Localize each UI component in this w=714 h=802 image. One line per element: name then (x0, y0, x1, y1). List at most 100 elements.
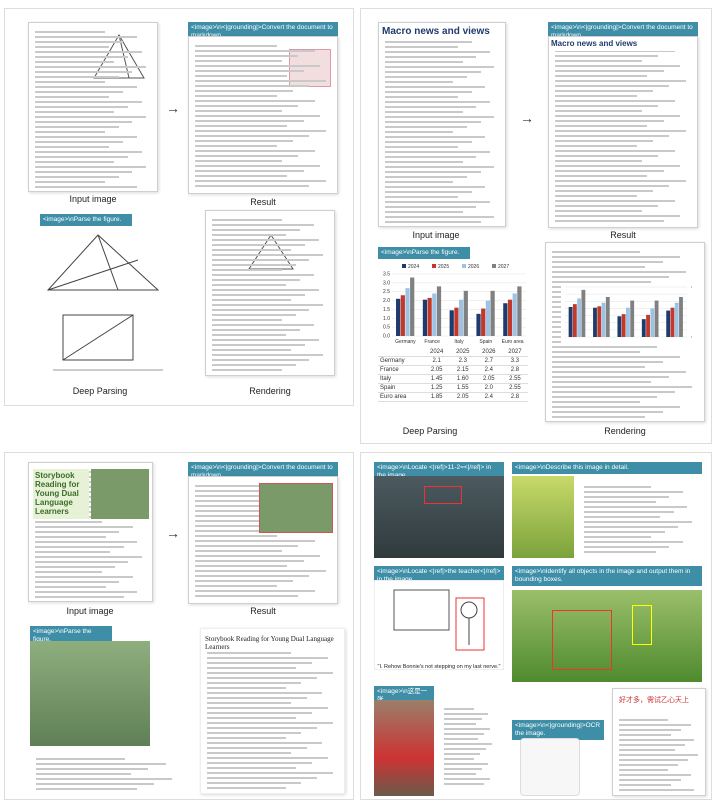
text-line (584, 521, 692, 523)
text-line (195, 485, 277, 487)
text-line (385, 121, 481, 123)
row-label: France (378, 365, 424, 375)
text-line (195, 145, 277, 147)
text-line (444, 733, 484, 735)
rendering-label: Rendering (604, 426, 646, 436)
text-line (195, 160, 283, 162)
text-line (385, 221, 481, 223)
photo (30, 641, 150, 746)
text-line (207, 762, 312, 764)
text-line (35, 111, 114, 113)
arrow: → (166, 525, 180, 541)
text-line (195, 165, 321, 167)
text-line (195, 545, 299, 547)
text-line (212, 334, 287, 336)
text-line (195, 585, 277, 587)
text-line (619, 779, 682, 781)
text-line (207, 722, 333, 724)
table-row: Germany 2.1 2.3 2.7 3.3 (378, 356, 528, 366)
text-line (555, 120, 664, 122)
text-line (195, 500, 283, 502)
text-line (212, 279, 301, 281)
text-line (195, 100, 315, 102)
text-line (195, 185, 310, 187)
table: 2024 2025 2026 2027 Germany 2.1 2.3 2.7 3.3 Franc… (378, 348, 528, 402)
text-line (385, 116, 495, 118)
text-line (212, 339, 319, 341)
text-line (584, 536, 652, 538)
bar (626, 307, 630, 337)
text-line (195, 490, 315, 492)
bar (654, 300, 659, 337)
table-cell: 2.4 (475, 365, 502, 375)
legend-swatch (492, 264, 496, 268)
text-line (35, 591, 138, 593)
text-line (35, 31, 105, 33)
text-line (35, 121, 133, 123)
bar (674, 302, 679, 337)
text-line (212, 244, 305, 246)
input-doc: Storybook Reading for Young Dual Languag… (28, 462, 153, 602)
text-line (385, 211, 463, 213)
text-line (552, 406, 681, 408)
text-line (36, 788, 137, 790)
text-line (385, 106, 477, 108)
text-line (385, 111, 463, 113)
text-line (35, 536, 107, 538)
text-line (36, 773, 131, 775)
text-line (555, 95, 637, 97)
text-line (35, 86, 138, 88)
text-line (212, 304, 324, 306)
table-cell: 1.60 (449, 374, 476, 384)
text-line (212, 249, 291, 251)
prompt: <image>\nDescribe this image in detail. (512, 462, 702, 474)
result-doc: Macro news and views (548, 36, 698, 228)
text-line (212, 369, 282, 371)
table-cell: 1.45 (423, 374, 450, 384)
text-line (212, 309, 310, 311)
text-line (385, 186, 486, 188)
text-line (35, 66, 147, 68)
bar (650, 308, 655, 337)
text-line (385, 171, 481, 173)
text-line (35, 171, 133, 173)
parsed-text (30, 750, 190, 796)
text-line (212, 234, 287, 236)
text-line (555, 165, 681, 167)
corner-cell (378, 348, 424, 357)
text-line (619, 734, 672, 736)
y-tick-label: 3.5 (383, 272, 390, 278)
text-line (195, 125, 288, 127)
text-line (195, 130, 326, 132)
text-line (35, 566, 115, 568)
row-label: Italy (378, 374, 424, 384)
bar (581, 289, 586, 337)
ocr-heading: 好才多，需试乙心天上 (619, 697, 689, 704)
text-line (35, 36, 138, 38)
text-line (555, 150, 675, 152)
text-line (619, 719, 669, 721)
text-line (619, 784, 672, 786)
text-line (35, 46, 110, 48)
photo-hydrant (374, 700, 434, 796)
text-line (444, 748, 486, 750)
y-tick-label: 0.5 (383, 325, 390, 331)
text-line (35, 51, 142, 53)
text-line (195, 560, 304, 562)
text-line (207, 677, 318, 679)
text-line (212, 314, 296, 316)
bar (459, 299, 464, 336)
text-line (552, 396, 658, 398)
ocr-text (613, 711, 705, 795)
text-line (555, 75, 648, 77)
legend-label: 2025 (438, 264, 449, 270)
bar (427, 297, 432, 336)
text-line (385, 166, 495, 168)
bar (422, 299, 428, 336)
text-line (555, 65, 681, 67)
text-line (35, 531, 120, 533)
text-line (555, 175, 648, 177)
bar (481, 308, 486, 336)
text-line (35, 161, 114, 163)
text-line (35, 91, 124, 93)
